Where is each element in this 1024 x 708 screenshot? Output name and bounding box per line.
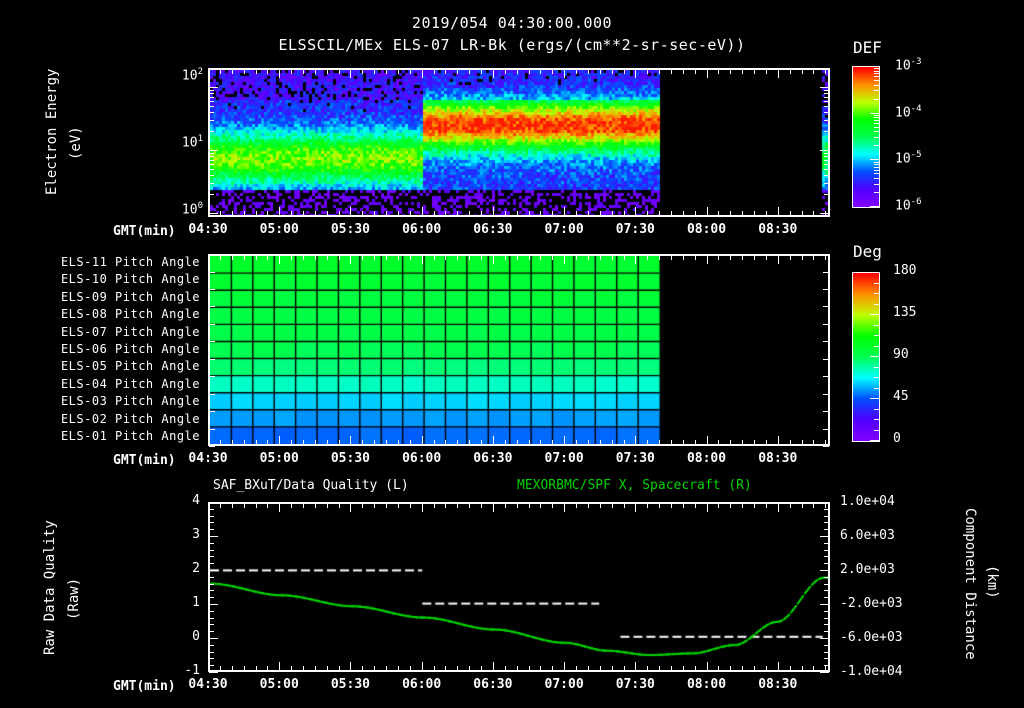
x-tick-label: 04:30 — [184, 677, 232, 692]
colorbar-tick-label: 10-4 — [895, 104, 922, 120]
pitch-angle-row-label: ELS-03 Pitch Angle — [0, 394, 200, 408]
y-tick-label: 102 — [155, 67, 203, 83]
x-tick-label: 07:00 — [540, 222, 588, 237]
x-tick-label: 04:30 — [184, 451, 232, 466]
x-tick-label: 08:00 — [683, 677, 731, 692]
y2-tick-label: 6.0e+03 — [840, 528, 895, 543]
y-tick-label: -1 — [150, 663, 200, 678]
y2-tick-label: -6.0e+03 — [840, 630, 903, 645]
y-tick-label: 1 — [150, 595, 200, 610]
colorbar-tick-label: 10-6 — [895, 197, 922, 213]
y-tick-label: 4 — [150, 493, 200, 508]
bottom-panel-title-left: SAF_BXuT/Data Quality (L) — [213, 478, 409, 493]
x-tick-label: 05:30 — [326, 677, 374, 692]
def-colorbar-title: DEF — [853, 38, 882, 57]
colorbar-tick-label: 45 — [893, 389, 909, 404]
colorbar-tick-label: 135 — [893, 305, 916, 320]
deg-colorbar-title: Deg — [853, 242, 882, 261]
x-tick-label: 07:30 — [611, 451, 659, 466]
deg-colorbar — [852, 272, 880, 442]
y2-tick-label: -2.0e+03 — [840, 596, 903, 611]
pitch-angle-image — [210, 256, 828, 444]
x-tick-label: 08:30 — [754, 222, 802, 237]
y-tick-label: 3 — [150, 527, 200, 542]
x-tick-label: 07:00 — [540, 677, 588, 692]
pitch-angle-row-label: ELS-11 Pitch Angle — [0, 255, 200, 269]
bottom-ylabel-units: (Raw) — [66, 578, 82, 620]
x-tick-label: 04:30 — [184, 222, 232, 237]
x-tick-label: 06:30 — [469, 222, 517, 237]
pitch-angle-row-label: ELS-07 Pitch Angle — [0, 325, 200, 339]
pitch-angle-row-label: ELS-05 Pitch Angle — [0, 359, 200, 373]
pitch-angle-gmt-label: GMT(min) — [113, 453, 176, 468]
colorbar-tick-label: 10-5 — [895, 150, 922, 166]
bottom-panel-title-right: MEXORBMC/SPF X, Spacecraft (R) — [517, 478, 752, 493]
x-tick-label: 05:00 — [255, 451, 303, 466]
bottom-ylabel-quality: Raw Data Quality — [42, 520, 58, 655]
x-tick-label: 08:00 — [683, 222, 731, 237]
spectrogram-gmt-label: GMT(min) — [113, 224, 176, 239]
page-title: 2019/054 04:30:00.000 — [0, 14, 1024, 32]
colorbar-tick-label: 0 — [893, 431, 901, 446]
x-tick-label: 05:30 — [326, 451, 374, 466]
pitch-angle-row-label: ELS-02 Pitch Angle — [0, 412, 200, 426]
bottom-panel-traces — [210, 504, 828, 670]
x-tick-label: 07:00 — [540, 451, 588, 466]
x-tick-label: 07:30 — [611, 222, 659, 237]
x-tick-label: 08:30 — [754, 677, 802, 692]
colorbar-tick-label: 180 — [893, 263, 916, 278]
x-tick-label: 06:00 — [398, 451, 446, 466]
y2-tick-label: 1.0e+04 — [840, 494, 895, 509]
pitch-angle-row-label: ELS-10 Pitch Angle — [0, 272, 200, 286]
colorbar-tick-label: 10-3 — [895, 57, 922, 73]
x-tick-label: 05:00 — [255, 677, 303, 692]
y-tick-label: 2 — [150, 561, 200, 576]
bottom-y2label-distance: Component Distance — [962, 508, 978, 660]
x-tick-label: 06:30 — [469, 677, 517, 692]
x-tick-label: 08:00 — [683, 451, 731, 466]
x-tick-label: 05:00 — [255, 222, 303, 237]
y2-tick-label: 2.0e+03 — [840, 562, 895, 577]
pitch-angle-row-label: ELS-01 Pitch Angle — [0, 429, 200, 443]
colorbar-tick-label: 90 — [893, 347, 909, 362]
y-tick-label: 100 — [155, 201, 203, 217]
bottom-panel-gmt-label: GMT(min) — [113, 679, 176, 694]
y-tick-label: 101 — [155, 134, 203, 150]
pitch-angle-row-label: ELS-04 Pitch Angle — [0, 377, 200, 391]
x-tick-label: 08:30 — [754, 451, 802, 466]
x-tick-label: 06:00 — [398, 677, 446, 692]
x-tick-label: 05:30 — [326, 222, 374, 237]
y2-tick-label: -1.0e+04 — [840, 664, 903, 679]
pitch-angle-row-label: ELS-06 Pitch Angle — [0, 342, 200, 356]
bottom-y2label-units: (km) — [984, 565, 1000, 599]
spectrogram-ylabel-energy: Electron Energy — [44, 69, 60, 195]
x-tick-label: 07:30 — [611, 677, 659, 692]
y-tick-label: 0 — [150, 629, 200, 644]
spectrogram-ylabel-units: (eV) — [68, 126, 84, 160]
pitch-angle-row-label: ELS-09 Pitch Angle — [0, 290, 200, 304]
x-tick-label: 06:00 — [398, 222, 446, 237]
x-tick-label: 06:30 — [469, 451, 517, 466]
spectrogram-image — [210, 70, 828, 215]
pitch-angle-row-label: ELS-08 Pitch Angle — [0, 307, 200, 321]
